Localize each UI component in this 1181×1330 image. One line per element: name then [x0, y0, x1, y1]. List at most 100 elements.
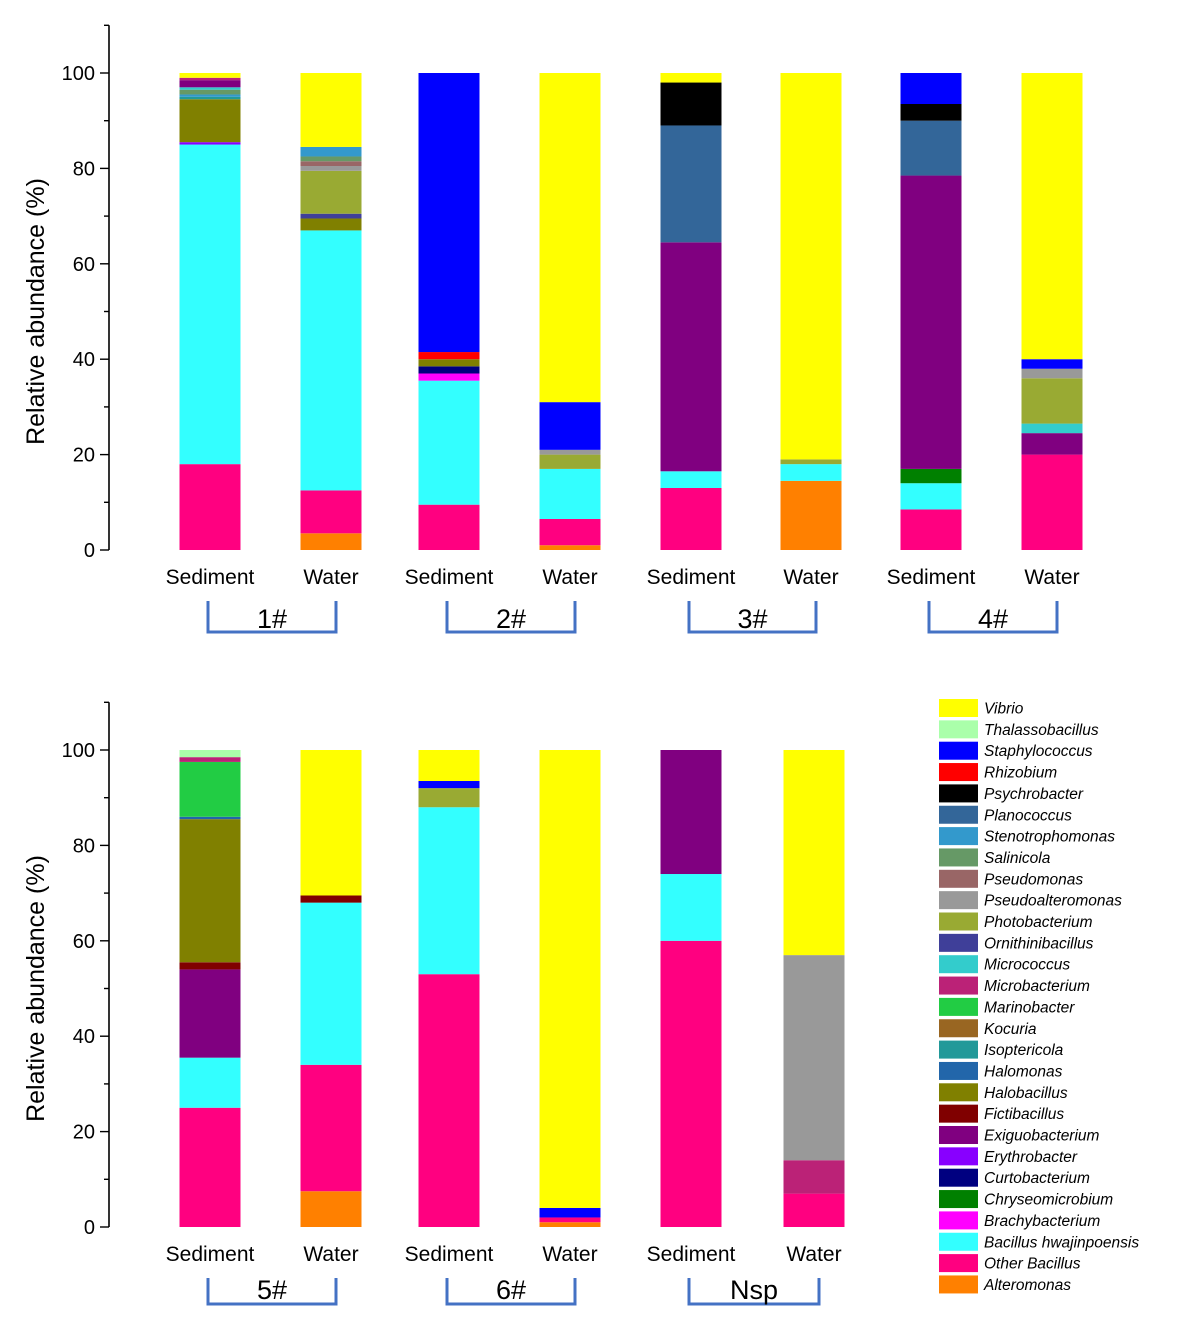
x-category-label: Water: [542, 566, 597, 589]
bar-segment-exiguobacterium: [179, 80, 241, 88]
y-tick-label: 40: [73, 349, 95, 371]
legend-swatch: [939, 955, 978, 974]
legend-swatch: [939, 784, 978, 803]
legend-swatch: [939, 848, 978, 867]
legend-swatch: [939, 891, 978, 910]
bar-segment-photobacterium: [300, 170, 362, 214]
legend-label: Microbacterium: [984, 978, 1090, 995]
bar-segment-psychrobacter: [900, 104, 962, 121]
bar-segment-micrococcus: [179, 87, 241, 90]
bar-segment-alteromonas: [300, 533, 362, 550]
legend-swatch: [939, 933, 978, 952]
bar-segment-vibrio: [300, 73, 362, 147]
bar-segment-stenotrophomonas: [300, 146, 362, 157]
legend-swatch: [939, 699, 978, 717]
bar-segment-vibrio: [539, 750, 601, 1208]
bar-segment-bacillus-hwajinpoensis: [660, 471, 722, 488]
bar-segment-vibrio: [780, 73, 842, 460]
x-category-label: Water: [786, 1243, 841, 1266]
legend-label: Salinicola: [984, 850, 1051, 867]
y-tick-label: 100: [62, 740, 95, 762]
bar-segment-pseudoalteromonas: [1021, 368, 1083, 379]
bar-segment-exiguobacterium: [179, 969, 241, 1058]
y-axis-label: Relative abundance (%): [22, 178, 50, 445]
x-category-label: Water: [542, 1243, 597, 1266]
bar-segment-vibrio: [179, 73, 241, 78]
bar-segment-halobacillus: [418, 359, 480, 367]
legend-label: Stenotrophomonas: [984, 829, 1115, 846]
legend-swatch: [939, 976, 978, 995]
group-label: 2#: [496, 604, 526, 634]
legend-label: Staphylococcus: [984, 743, 1093, 760]
group-label: 4#: [978, 604, 1008, 634]
bar-segment-other-bacillus: [539, 1217, 601, 1223]
bar-segment-psychrobacter: [660, 82, 722, 126]
bar-segment-isoptericola: [179, 96, 241, 100]
bar-segment-planococcus: [900, 120, 962, 176]
legend-swatch: [939, 741, 978, 760]
legend-swatch: [939, 1040, 978, 1059]
top-chart-panel: Relative abundance (%) 0 20 40 60 80 100 Sedime…: [22, 24, 1083, 634]
bar-segment-fictibacillus: [179, 962, 241, 970]
legend-swatch: [939, 1254, 978, 1273]
legend-label: Pseudomonas: [984, 871, 1083, 888]
x-category-label: Sediment: [405, 566, 494, 589]
bar-segment-rhizobium: [418, 352, 480, 360]
bar-segment-ornithinibacillus: [300, 213, 362, 219]
legend-label: Erythrobacter: [984, 1149, 1078, 1166]
x-category-label: Sediment: [166, 566, 255, 589]
bar-segment-alteromonas: [539, 545, 601, 550]
bar-segment-halobacillus: [300, 218, 362, 231]
group-bracket: [206, 1278, 338, 1306]
bar-segment-alteromonas: [539, 1222, 601, 1227]
bar-segment-microbacterium: [783, 1160, 845, 1194]
bar-segment-other-bacillus: [660, 940, 722, 1227]
legend-swatch: [939, 1019, 978, 1038]
legend-label: Curtobacterium: [984, 1170, 1090, 1187]
bar-segment-other-bacillus: [418, 974, 480, 1227]
legend: Vibrio Thalassobacillus Staphylococcus Rhiz…: [939, 699, 1139, 1294]
bar-segment-pseudomonas: [300, 161, 362, 167]
legend-swatch: [939, 1104, 978, 1123]
bar-segment-other-bacillus: [1021, 454, 1083, 550]
bar-segment-bacillus-hwajinpoensis: [179, 1057, 241, 1108]
bar-segment-pseudoalteromonas: [300, 166, 362, 171]
bar-segment-exiguobacterium: [900, 175, 962, 469]
group-label: 6#: [496, 1275, 526, 1305]
bar-segment-micrococcus: [1021, 423, 1083, 434]
legend-label: Brachybacterium: [984, 1213, 1100, 1230]
bar-segment-exiguobacterium: [1021, 433, 1083, 455]
bar-segment-photobacterium: [1021, 378, 1083, 424]
bar-segment-other-bacillus: [179, 464, 241, 550]
y-tick-label: 20: [73, 445, 95, 467]
x-category-label: Sediment: [887, 566, 976, 589]
group-bracket: [687, 1278, 821, 1306]
group-bracket: [445, 1278, 577, 1306]
legend-swatch: [939, 1083, 978, 1102]
legend-label: Ornithinibacillus: [984, 935, 1094, 952]
bar-segment-other-bacillus: [539, 518, 601, 546]
legend-label: Halomonas: [984, 1063, 1063, 1080]
bar-segment-vibrio: [418, 750, 480, 782]
bar-segment-alteromonas: [780, 480, 842, 550]
legend-swatch: [939, 997, 978, 1016]
bar-segment-bacillus-hwajinpoensis: [300, 902, 362, 1065]
legend-swatch: [939, 1168, 978, 1187]
bar-segment-other-bacillus: [300, 1064, 362, 1192]
legend-label: Thalassobacillus: [984, 722, 1099, 739]
legend-label: Photobacterium: [984, 914, 1093, 931]
bar-segment-other-bacillus: [179, 1107, 241, 1227]
legend-swatch: [939, 1275, 978, 1294]
y-tick-label: 40: [73, 1026, 95, 1048]
bar-segment-bacillus-hwajinpoensis: [900, 483, 962, 510]
group-bracket: [445, 601, 577, 634]
bar-segment-bacillus-hwajinpoensis: [780, 464, 842, 481]
bar-segment-other-bacillus: [660, 487, 722, 550]
x-category-label: Water: [303, 1243, 358, 1266]
y-tick-label: 0: [84, 540, 95, 562]
bar-segment-alteromonas: [300, 1191, 362, 1227]
bar-segment-other-bacillus: [300, 490, 362, 534]
bar-segment-staphylococcus: [539, 1207, 601, 1218]
legend-swatch: [939, 827, 978, 846]
